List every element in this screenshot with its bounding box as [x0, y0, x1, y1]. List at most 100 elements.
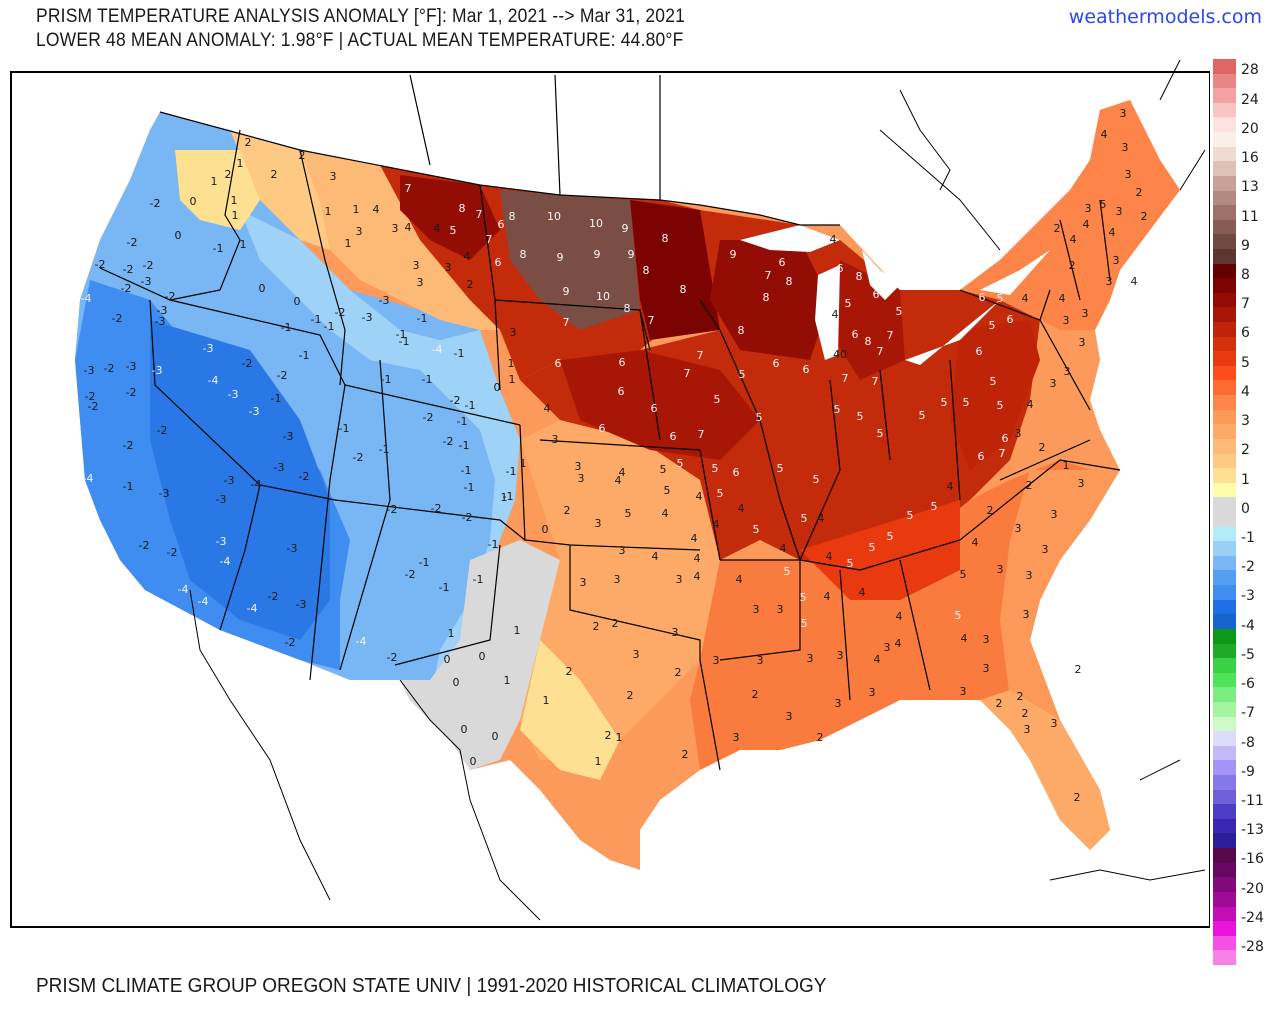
legend-swatch [1213, 555, 1236, 571]
anomaly-label: 2 [1074, 791, 1081, 804]
anomaly-label: -2 [450, 394, 461, 407]
legend-swatch [1213, 731, 1236, 747]
anomaly-label: 4 [947, 480, 954, 493]
anomaly-label: -1 [299, 349, 310, 362]
anomaly-label: 6 [803, 363, 810, 376]
anomaly-label: 5 [777, 462, 784, 475]
legend-label: -28 [1241, 939, 1264, 956]
anomaly-label: 4 [464, 250, 471, 263]
legend-swatch [1213, 906, 1236, 922]
legend-label: -11 [1241, 793, 1264, 810]
anomaly-label: 7 [697, 349, 704, 362]
anomaly-label: 6 [1007, 313, 1014, 326]
legend-swatch [1213, 365, 1236, 381]
anomaly-label: -1 [324, 320, 335, 333]
anomaly-label: 3 [1063, 314, 1070, 327]
anomaly-label: 8 [662, 232, 669, 245]
anomaly-label: 1 [1063, 459, 1070, 472]
anomaly-label: 4 [544, 402, 551, 415]
anomaly-label: 3 [1122, 141, 1129, 154]
anomaly-label: 3 [1015, 522, 1022, 535]
legend-swatch [1213, 205, 1236, 221]
anomaly-label: -2 [123, 263, 134, 276]
anomaly-label: -4 [247, 602, 258, 615]
anomaly-label: 3 [672, 626, 679, 639]
anomaly-label: 5 [660, 463, 667, 476]
anomaly-label: 3 [1042, 543, 1049, 556]
anomaly-label: 0 [461, 723, 468, 736]
anomaly-label: -1 [396, 328, 407, 341]
anomaly-label: -1 [506, 465, 517, 478]
anomaly-label: 6 [979, 291, 986, 304]
anomaly-label: 4 [619, 466, 626, 479]
anomaly-label: -4 [198, 595, 209, 608]
anomaly-label: 7 [887, 329, 894, 342]
anomaly-label: 4 [696, 490, 703, 503]
anomaly-label: 3 [1023, 608, 1030, 621]
anomaly-label: -2 [127, 236, 138, 249]
anomaly-label: 1 [353, 203, 360, 216]
legend-swatch [1213, 351, 1236, 367]
anomaly-label: 5 [887, 530, 894, 543]
anomaly-label: -2 [299, 470, 310, 483]
anomaly-label: 8 [459, 202, 466, 215]
anomaly-label: 1 [231, 194, 238, 207]
legend-swatch [1213, 687, 1236, 703]
brand-link[interactable]: weathermodels.com [1068, 6, 1262, 28]
legend-swatch [1213, 132, 1236, 148]
anomaly-label: 4 [895, 637, 902, 650]
legend-swatch [1213, 322, 1236, 338]
anomaly-label: 3 [1051, 508, 1058, 521]
anomaly-label: 2 [627, 689, 634, 702]
anomaly-label: 1 [232, 209, 239, 222]
anomaly-label: 5 [869, 541, 876, 554]
anomaly-label: 8 [738, 324, 745, 337]
anomaly-label: 3 [578, 472, 585, 485]
legend-label: 5 [1241, 354, 1250, 371]
anomaly-label: 5 [756, 411, 763, 424]
anomaly-label: 2 [566, 665, 573, 678]
anomaly-label: -2 [104, 362, 115, 375]
anomaly-label: 4 [780, 542, 787, 555]
legend-swatch [1213, 146, 1236, 162]
legend-swatch [1213, 190, 1236, 206]
anomaly-label: 9 [557, 251, 564, 264]
anomaly-label: 2 [1026, 479, 1033, 492]
anomaly-label: -3 [296, 598, 307, 611]
anomaly-label: -1 [439, 581, 450, 594]
anomaly-label: -3 [379, 294, 390, 307]
legend-swatch [1213, 117, 1236, 133]
anomaly-label: 7 [405, 182, 412, 195]
legend-swatch [1213, 307, 1236, 323]
anomaly-label: -3 [141, 275, 152, 288]
anomaly-label: 4 [874, 653, 881, 666]
anomaly-label: 8 [763, 291, 770, 304]
anomaly-label: -2 [167, 546, 178, 559]
anomaly-label: 8 [680, 283, 687, 296]
legend-swatch [1213, 219, 1236, 235]
anomaly-label: -4 [208, 374, 219, 387]
anomaly-label: -1 [459, 439, 470, 452]
anomaly-label: -2 [150, 197, 161, 210]
anomaly-label: 3 [869, 686, 876, 699]
anomaly-label: 3 [417, 276, 424, 289]
anomaly-label: 4 [896, 610, 903, 623]
anomaly-label: -1 [419, 556, 430, 569]
legend-swatch [1213, 701, 1236, 718]
anomaly-label: -3 [362, 311, 373, 324]
legend-label: 20 [1241, 120, 1259, 137]
anomaly-label: 3 [1078, 477, 1085, 490]
legend-swatch [1213, 292, 1236, 308]
anomaly-label: -3 [84, 364, 95, 377]
anomaly-label: 6 [779, 256, 786, 269]
anomaly-label: 3 [1050, 377, 1057, 390]
anomaly-label: -3 [157, 304, 168, 317]
anomaly-label: -1 [399, 335, 410, 348]
anomaly-label: 4 [694, 570, 701, 583]
anomaly-label: 5 [997, 399, 1004, 412]
legend-swatch [1213, 541, 1236, 557]
anomaly-label: -1 [381, 373, 392, 386]
anomaly-label: 3 [1106, 275, 1113, 288]
anomaly-label: 2 [225, 168, 232, 181]
